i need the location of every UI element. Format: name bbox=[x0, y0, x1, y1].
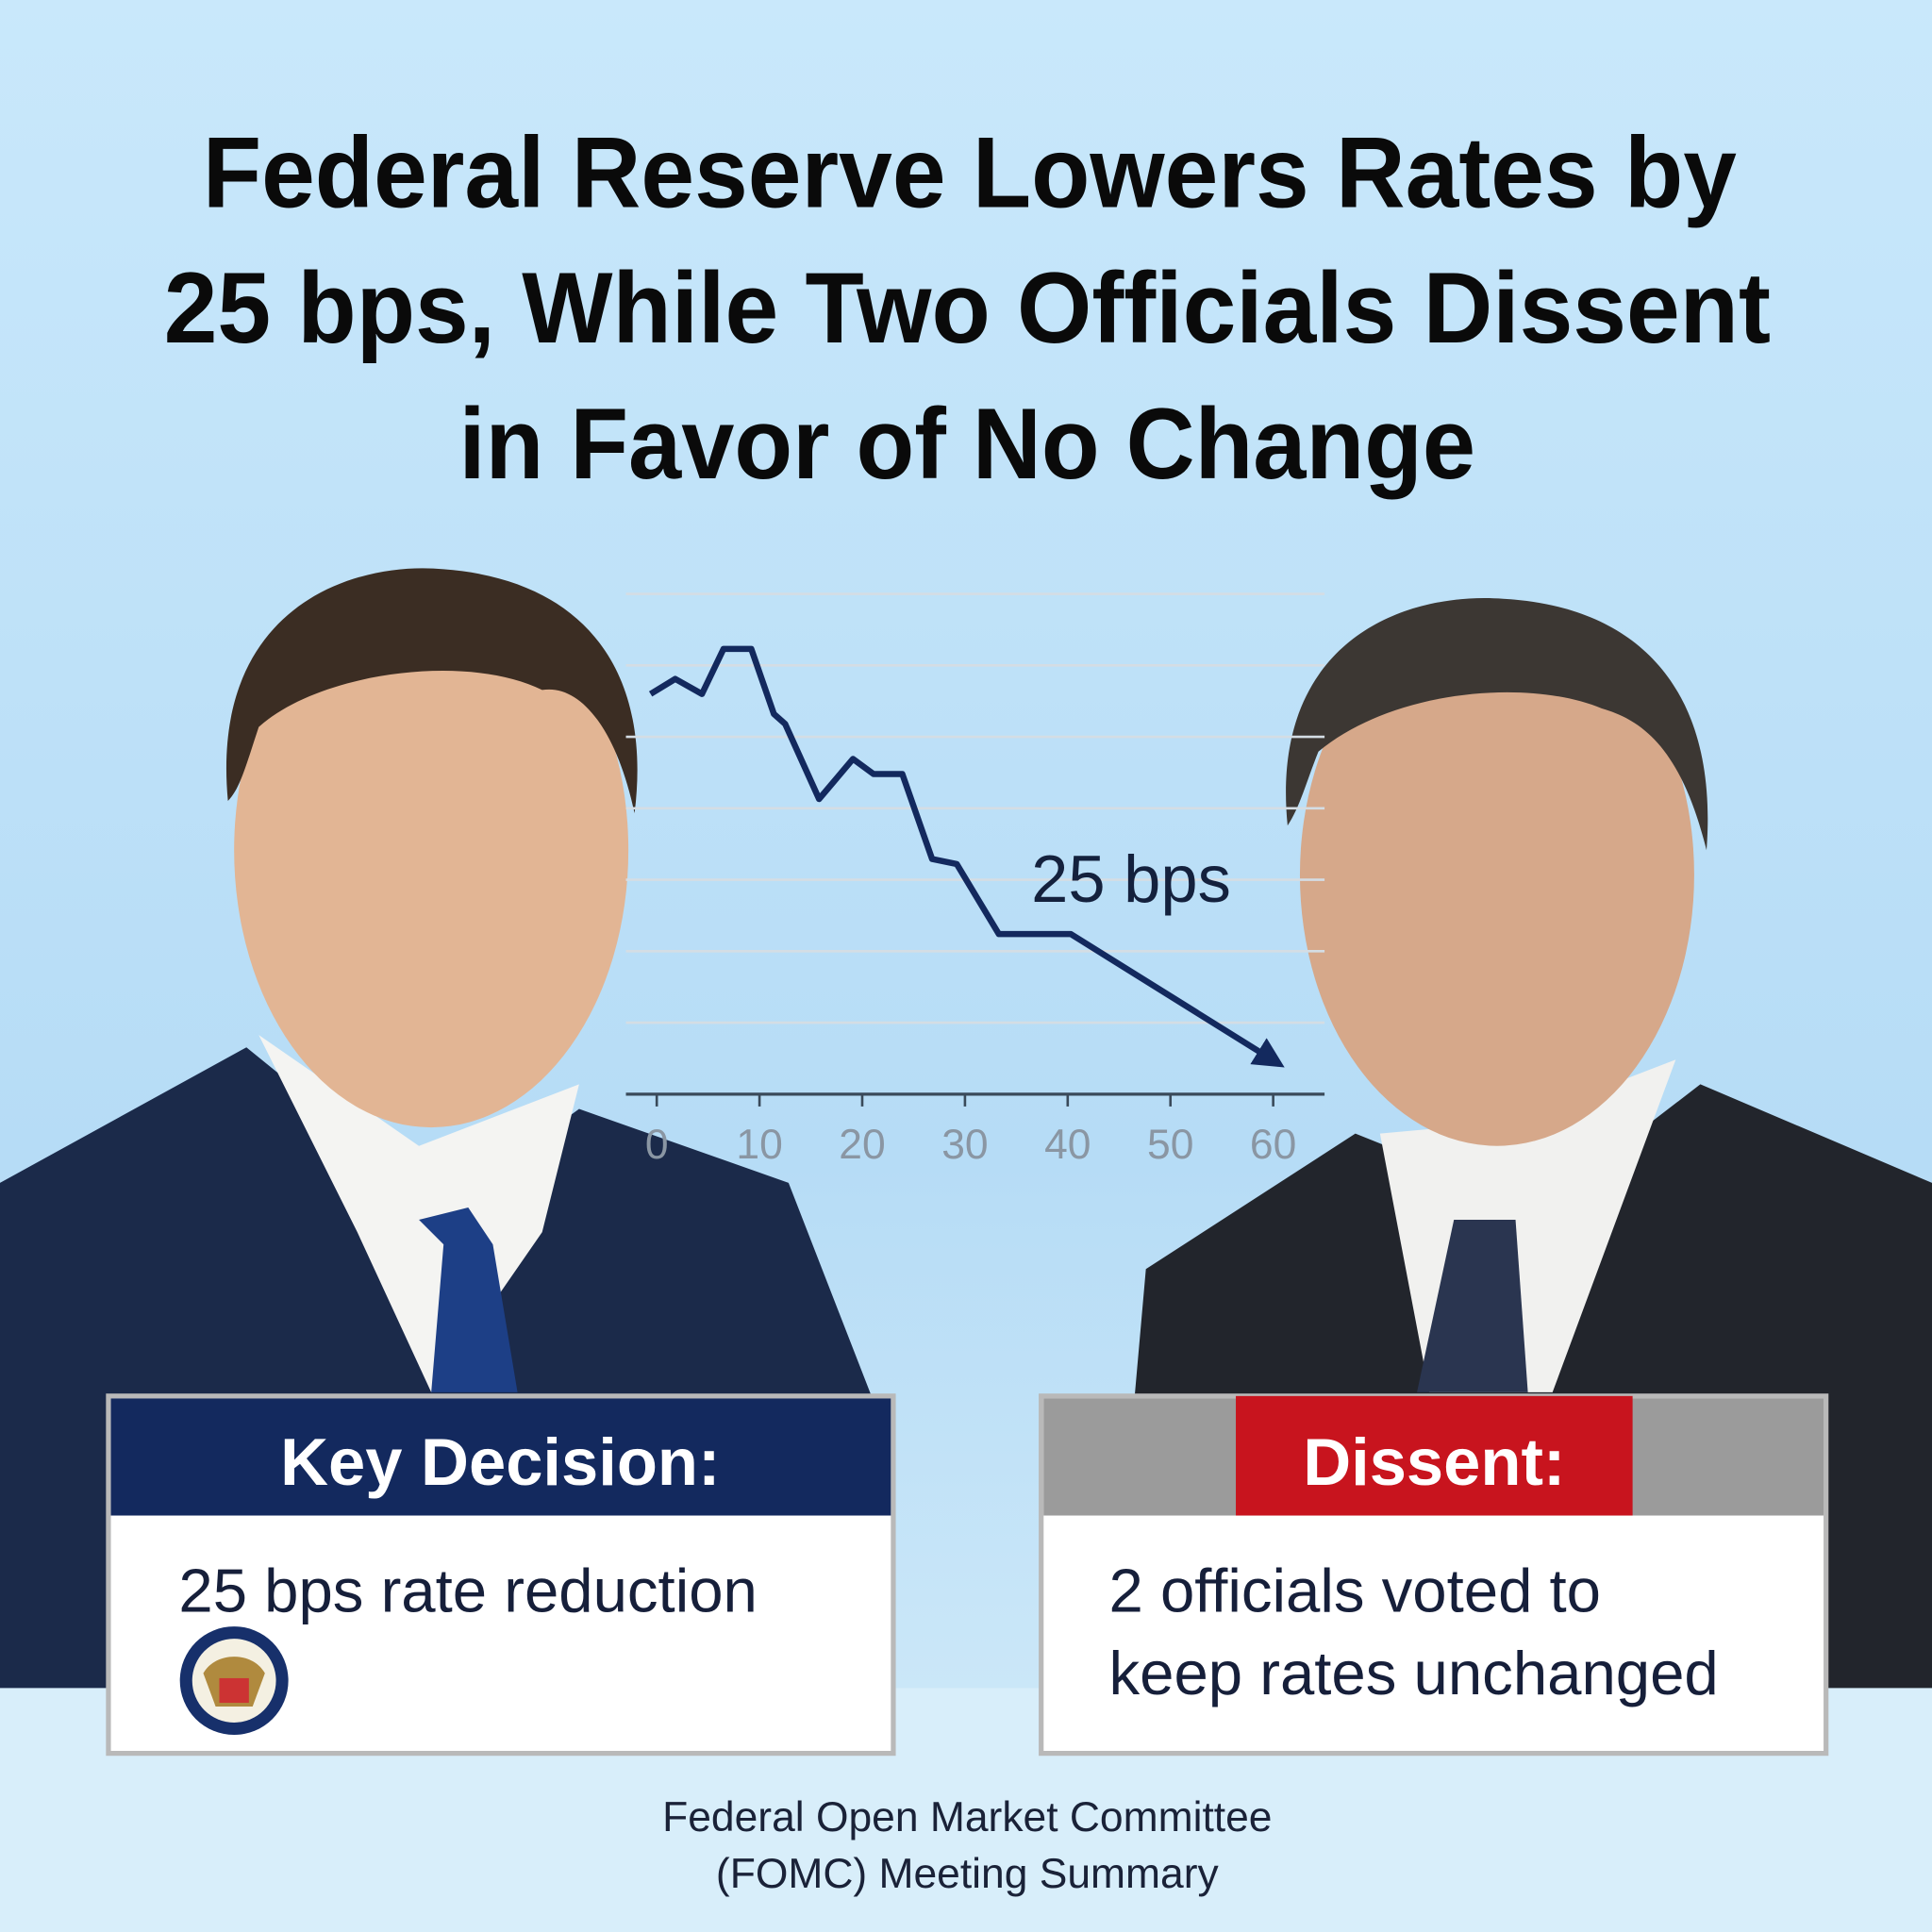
headline: 25 bps, While Two Officials Dissent bbox=[164, 251, 1771, 364]
box-text: 2 officials voted to bbox=[1109, 1556, 1601, 1624]
x-tick-label: 0 bbox=[645, 1122, 669, 1168]
chart-annotation: 25 bps bbox=[1031, 841, 1231, 916]
x-tick-label: 30 bbox=[941, 1122, 988, 1168]
box-header bbox=[110, 1398, 891, 1516]
x-tick-label: 10 bbox=[736, 1122, 782, 1168]
line-series bbox=[648, 645, 1285, 1068]
box-heading: Dissent: bbox=[1303, 1424, 1565, 1499]
box-text: 25 bps rate reduction bbox=[178, 1556, 757, 1624]
seal-icon bbox=[179, 1626, 289, 1736]
x-tick-label: 40 bbox=[1044, 1122, 1091, 1168]
headline: in Favor of No Change bbox=[459, 387, 1476, 500]
dissent-box: Dissent: 2 officials voted to keep rates… bbox=[1039, 1393, 1829, 1757]
box-heading: Key Decision: bbox=[280, 1424, 720, 1499]
key-decision-box: Key Decision: 25 bps rate reduction bbox=[106, 1393, 896, 1757]
footer: Federal Open Market Committee bbox=[662, 1794, 1272, 1840]
box-text: keep rates unchanged bbox=[1109, 1639, 1719, 1707]
footer: (FOMC) Meeting Summary bbox=[716, 1851, 1220, 1897]
headline: Federal Reserve Lowers Rates by bbox=[203, 115, 1737, 228]
x-tick-label: 60 bbox=[1250, 1122, 1296, 1168]
box-header-tab bbox=[1236, 1395, 1633, 1516]
x-tick-label: 50 bbox=[1147, 1122, 1193, 1168]
line-chart: 0 10 20 30 40 50 60 25 bps bbox=[625, 592, 1325, 1168]
x-tick-label: 20 bbox=[839, 1122, 885, 1168]
